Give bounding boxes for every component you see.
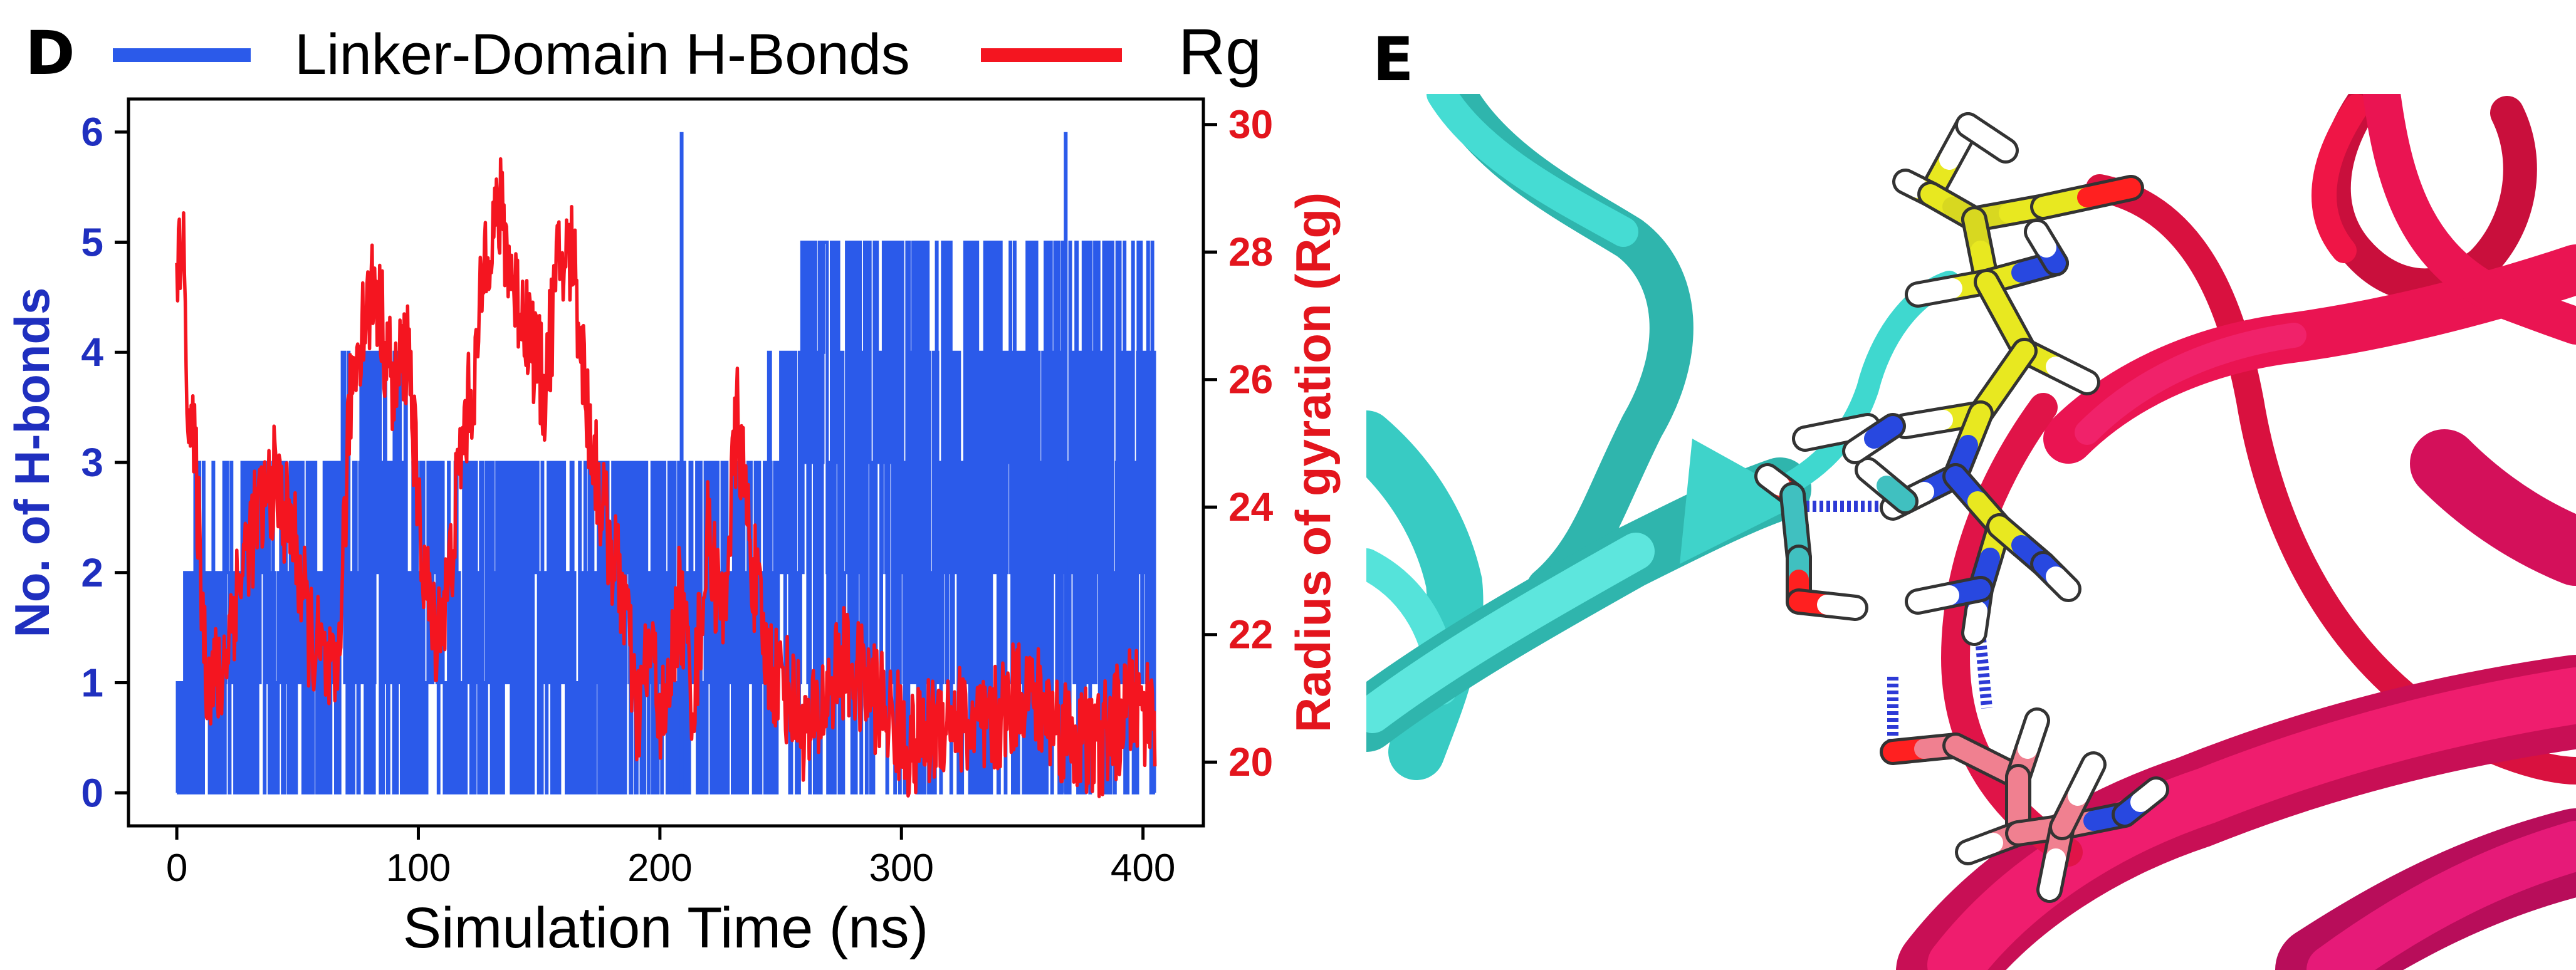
bond	[1877, 476, 1915, 511]
x-axis-label: Simulation Time (ns)	[403, 896, 928, 960]
panel-letter-d: D	[25, 18, 75, 88]
y2-tick-label: 28	[1228, 229, 1273, 274]
y2-tick-label: 24	[1228, 484, 1274, 529]
bond	[1895, 172, 1928, 198]
rg-line	[175, 157, 1157, 798]
legend-label-rg: Rg	[1178, 16, 1262, 88]
y-tick-label: 3	[81, 440, 103, 485]
bond	[2077, 178, 2141, 207]
hbond-dashes	[1799, 501, 1992, 739]
bond	[2018, 711, 2047, 759]
bond	[1817, 595, 1865, 618]
bond	[1864, 416, 1903, 449]
y2-axis-label: Radius of gyration (Rg)	[1285, 192, 1341, 733]
bond	[1964, 601, 1987, 643]
y-tick-label: 2	[81, 550, 103, 595]
y-axis-right: 20 22 24 26 28 30	[1203, 102, 1274, 785]
y-tick-label: 6	[81, 110, 103, 155]
bond	[1977, 128, 2016, 160]
rg-series	[175, 157, 1157, 798]
bond	[2046, 566, 2078, 599]
y2-tick-label: 26	[1228, 357, 1273, 402]
x-tick-label: 300	[869, 847, 934, 890]
panel-letter-e: E	[1373, 24, 1414, 95]
x-tick-label: 0	[166, 847, 187, 890]
legend-label-hbonds: Linker-Domain H-Bonds	[295, 23, 910, 86]
y2-tick-label: 22	[1228, 612, 1273, 657]
y2-tick-label: 30	[1228, 102, 1273, 147]
legend: Linker-Domain H-Bonds Rg	[113, 16, 1262, 88]
y-tick-label: 4	[81, 330, 103, 375]
bond	[2068, 754, 2103, 806]
y-axis-label: No. of H-bonds	[4, 288, 60, 638]
plot-area	[127, 97, 1205, 828]
bond	[2039, 848, 2066, 900]
ligand-sticks	[1754, 112, 2169, 903]
y-axis-left: 0 1 2 3 4 5 6	[81, 110, 128, 815]
bond	[1908, 585, 1959, 612]
bond	[1908, 278, 1962, 305]
x-tick-label: 200	[627, 847, 692, 890]
x-tick-label: 100	[386, 847, 451, 890]
crimson-ribbon	[1896, 94, 2576, 970]
bond	[1958, 833, 2003, 862]
cyan-ribbon	[1366, 94, 1961, 780]
bond	[2027, 222, 2056, 258]
bond	[1826, 416, 1878, 442]
bond	[2130, 780, 2166, 812]
bond	[1895, 410, 1953, 436]
y-tick-label: 1	[81, 660, 103, 706]
bond	[2046, 357, 2097, 392]
x-axis: 0 100 200 300 400	[166, 826, 1175, 890]
y-tick-label: 5	[81, 219, 103, 264]
x-tick-label: 400	[1111, 847, 1175, 890]
molecular-image	[1366, 94, 2576, 970]
y-tick-label: 0	[81, 770, 103, 815]
bond	[1757, 466, 1790, 496]
y2-tick-label: 20	[1228, 739, 1273, 785]
